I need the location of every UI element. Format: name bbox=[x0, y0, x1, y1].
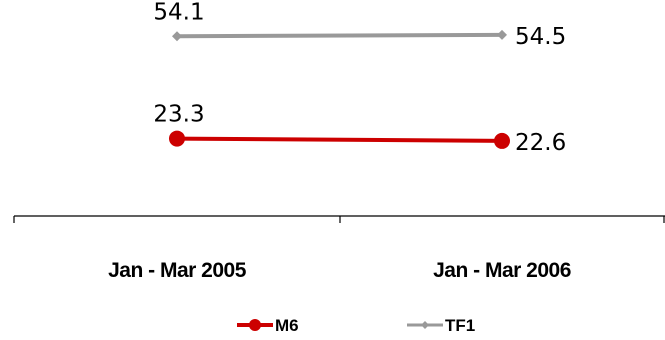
point-tf1-1 bbox=[497, 29, 507, 40]
legend: M6 TF1 bbox=[237, 316, 475, 335]
point-tf1-0 bbox=[172, 31, 182, 42]
data-label-m6-0: 23.3 bbox=[153, 102, 204, 128]
legend-marker-m6 bbox=[249, 319, 261, 331]
x-tick-labels: Jan - Mar 2005 Jan - Mar 2006 bbox=[108, 259, 571, 282]
series-layer bbox=[169, 29, 510, 149]
point-m6-1 bbox=[494, 132, 510, 149]
data-label-tf1-0: 54.1 bbox=[153, 0, 204, 25]
legend-label-m6: M6 bbox=[275, 316, 299, 335]
legend-marker-tf1 bbox=[421, 321, 429, 329]
series-line-tf1 bbox=[176, 32, 503, 39]
data-labels: 54.1 54.5 23.3 22.6 bbox=[153, 0, 566, 156]
data-label-m6-1: 22.6 bbox=[515, 130, 566, 156]
series-line-m6 bbox=[176, 136, 503, 143]
legend-label-tf1: TF1 bbox=[445, 316, 475, 335]
x-tick-label-0: Jan - Mar 2005 bbox=[108, 259, 247, 282]
data-label-tf1-1: 54.5 bbox=[515, 24, 566, 50]
x-tick-label-1: Jan - Mar 2006 bbox=[433, 259, 571, 282]
x-axis bbox=[13, 215, 665, 223]
point-m6-0 bbox=[169, 130, 185, 147]
